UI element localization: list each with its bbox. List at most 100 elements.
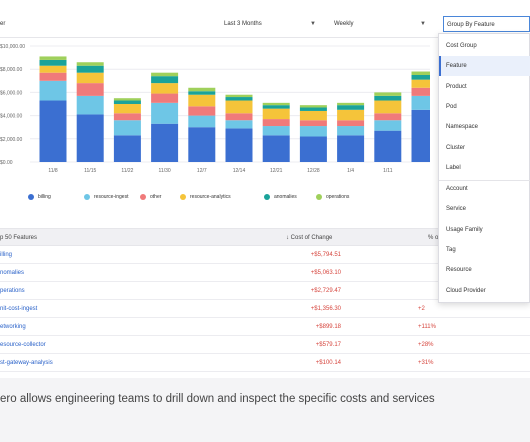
table-row[interactable]: esource-collector +$579.17 +28% (0, 336, 530, 354)
legend-item-anomalies[interactable]: anomalies (264, 193, 297, 201)
feature-link[interactable]: etworking (0, 324, 26, 330)
legend-item-other[interactable]: other (140, 193, 161, 201)
bar-segment-operations[interactable] (374, 92, 402, 96)
bar-segment-resource-ingest[interactable] (113, 120, 141, 136)
bar-segment-billing[interactable] (299, 136, 327, 162)
menu-item-product[interactable]: Product (446, 83, 467, 90)
bar-segment-anomalies[interactable] (299, 107, 327, 111)
bar-segment-resource-analytics[interactable] (151, 83, 179, 94)
bar-segment-anomalies[interactable] (337, 105, 365, 110)
bar-segment-other[interactable] (299, 120, 327, 127)
menu-item-pod[interactable]: Pod (446, 103, 457, 110)
bar-segment-anomalies[interactable] (411, 75, 431, 80)
table-row[interactable]: nomalies +$5,063.10 (0, 264, 530, 282)
bar-segment-anomalies[interactable] (374, 95, 402, 101)
bar-segment-resource-analytics[interactable] (337, 109, 365, 121)
bar-segment-resource-ingest[interactable] (76, 95, 104, 115)
bar-segment-billing[interactable] (374, 130, 402, 162)
bar-segment-resource-analytics[interactable] (299, 110, 327, 121)
feature-link[interactable]: nomalies (0, 270, 25, 276)
menu-item-namespace[interactable]: Namespace (446, 124, 479, 131)
bar-segment-other[interactable] (411, 87, 431, 96)
table-row[interactable]: etworking +$899.18 +111% (0, 318, 530, 336)
bar-segment-billing[interactable] (151, 123, 179, 162)
menu-item-feature[interactable]: Feature (439, 56, 530, 77)
bar-segment-resource-ingest[interactable] (299, 126, 327, 137)
bar-segment-anomalies[interactable] (113, 100, 141, 104)
menu-item-cost-group[interactable]: Cost Group (446, 43, 477, 49)
bar-segment-resource-analytics[interactable] (113, 104, 141, 114)
bar-segment-billing[interactable] (411, 109, 431, 162)
bar-segment-resource-ingest[interactable] (411, 95, 431, 110)
bar-segment-billing[interactable] (76, 114, 104, 162)
granularity-select[interactable]: Weekly ▼ (334, 16, 426, 32)
col-header-feature[interactable]: p 50 Features (0, 235, 38, 241)
table-row[interactable]: nit-cost-ingest +$1,356.30 +2 (0, 300, 530, 318)
legend-item-operations[interactable]: operations (316, 193, 349, 201)
bar-segment-resource-analytics[interactable] (39, 65, 67, 73)
bar-segment-operations[interactable] (39, 56, 67, 60)
bar-segment-billing[interactable] (113, 135, 141, 162)
bar-segment-resource-analytics[interactable] (262, 108, 290, 120)
col-header-pct[interactable]: % of (428, 235, 441, 241)
bar-segment-resource-ingest[interactable] (374, 120, 402, 131)
bar-segment-operations[interactable] (299, 105, 327, 108)
filter-select[interactable]: er (0, 16, 200, 32)
group-by-select[interactable]: Group By Feature (443, 16, 530, 32)
menu-item-label[interactable]: Label (446, 164, 461, 171)
bar-segment-anomalies[interactable] (188, 91, 216, 95)
bar-segment-other[interactable] (39, 72, 67, 81)
bar-segment-operations[interactable] (188, 87, 216, 92)
menu-item-account[interactable]: Account (446, 186, 468, 193)
bar-segment-resource-ingest[interactable] (337, 126, 365, 136)
feature-link[interactable]: esource-collector (0, 342, 46, 348)
bar-segment-resource-analytics[interactable] (411, 79, 431, 88)
bar-segment-other[interactable] (188, 106, 216, 116)
bar-segment-resource-analytics[interactable] (374, 100, 402, 114)
bar-segment-resource-analytics[interactable] (188, 94, 216, 107)
bar-segment-resource-ingest[interactable] (262, 126, 290, 136)
table-row[interactable]: st-gateway-analysis +$100.14 +31% (0, 354, 530, 372)
menu-item-usage-family[interactable]: Usage Family (446, 226, 483, 233)
menu-item-resource[interactable]: Resource (446, 267, 472, 274)
bar-segment-anomalies[interactable] (39, 59, 67, 66)
menu-item-service[interactable]: Service (446, 206, 467, 213)
bar-segment-operations[interactable] (262, 102, 290, 106)
feature-link[interactable]: illing (0, 252, 13, 258)
menu-item-cluster[interactable]: Cluster (446, 144, 466, 151)
menu-item-cloud-provider[interactable]: Cloud Provider (446, 287, 486, 294)
bar-segment-operations[interactable] (337, 102, 365, 106)
bar-segment-other[interactable] (151, 93, 179, 103)
bar-segment-billing[interactable] (188, 127, 216, 162)
bar-segment-resource-ingest[interactable] (188, 115, 216, 128)
legend-item-billing[interactable]: billing (28, 193, 51, 201)
bar-segment-operations[interactable] (151, 72, 179, 77)
bar-segment-other[interactable] (113, 113, 141, 121)
bar-segment-resource-ingest[interactable] (225, 120, 253, 129)
legend-item-resource-analytics[interactable]: resource-analytics (180, 193, 231, 201)
time-range-select[interactable]: Last 3 Months ▼ (224, 16, 316, 32)
bar-segment-other[interactable] (374, 113, 402, 121)
bar-segment-operations[interactable] (76, 62, 104, 66)
bar-segment-resource-analytics[interactable] (76, 72, 104, 84)
bar-segment-anomalies[interactable] (76, 65, 104, 73)
bar-segment-billing[interactable] (262, 135, 290, 162)
bar-segment-operations[interactable] (411, 71, 431, 75)
col-header-cost[interactable]: ↓ Cost of Change (286, 235, 332, 241)
bar-segment-other[interactable] (337, 120, 365, 127)
menu-item-tag[interactable]: Tag (446, 247, 456, 253)
bar-segment-resource-ingest[interactable] (39, 80, 67, 101)
bar-segment-other[interactable] (225, 113, 253, 121)
feature-link[interactable]: perations (0, 288, 25, 294)
table-row[interactable]: perations +$2,729.47 (0, 282, 530, 300)
bar-segment-operations[interactable] (225, 94, 253, 98)
bar-segment-anomalies[interactable] (225, 97, 253, 101)
bar-segment-other[interactable] (76, 83, 104, 96)
feature-link[interactable]: st-gateway-analysis (0, 360, 53, 366)
legend-item-resource-ingest[interactable]: resource-ingest (84, 193, 128, 201)
bar-segment-billing[interactable] (39, 100, 67, 162)
bar-segment-anomalies[interactable] (262, 105, 290, 109)
bar-segment-resource-ingest[interactable] (151, 102, 179, 124)
feature-link[interactable]: nit-cost-ingest (0, 306, 38, 312)
bar-segment-billing[interactable] (337, 135, 365, 162)
